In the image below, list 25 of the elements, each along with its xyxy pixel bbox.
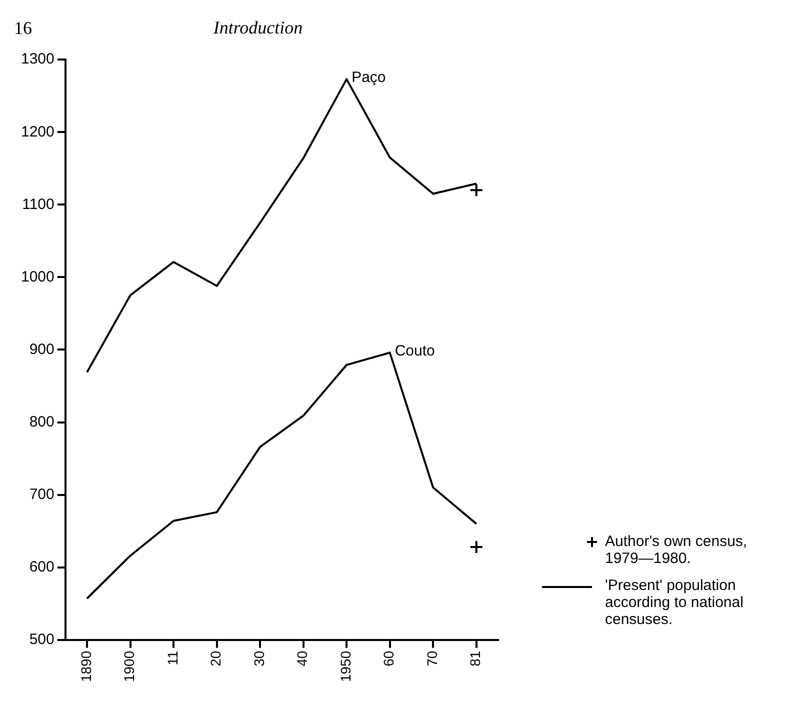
- y-tick-label: 900: [29, 340, 54, 358]
- x-tick-label: 20: [208, 650, 224, 666]
- y-tick-label: 700: [29, 486, 54, 503]
- x-tick-label: 1950: [337, 650, 354, 682]
- text: 'Present' population according to national censuses.: [605, 577, 744, 628]
- y-tick-label: 600: [29, 558, 54, 576]
- x-tick-label: 60: [380, 650, 397, 666]
- series-label: Couto: [394, 342, 435, 360]
- chart-title: Introduction: [212, 18, 303, 38]
- y-tick-label: 1200: [20, 123, 54, 140]
- legend-label: Author's own census, 1979—1980.: [605, 533, 748, 567]
- y-tick-label: 1000: [20, 268, 54, 286]
- x-tick-label: 1900: [121, 650, 138, 682]
- text: 16: [14, 18, 32, 39]
- x-tick-label: 40: [294, 650, 310, 666]
- x-tick-label: 81: [467, 650, 484, 666]
- x-tick-label: 1890: [78, 650, 94, 682]
- x-tick-label: 30: [250, 650, 267, 666]
- y-tick-label: 1100: [22, 196, 54, 213]
- series-label: Paço: [352, 68, 386, 86]
- y-tick-label: 800: [29, 413, 54, 430]
- y-tick-label: 1300: [20, 50, 54, 68]
- y-tick-label: 500: [29, 630, 54, 648]
- x-tick-label: 70: [424, 650, 440, 666]
- x-tick-label: 11: [164, 650, 180, 666]
